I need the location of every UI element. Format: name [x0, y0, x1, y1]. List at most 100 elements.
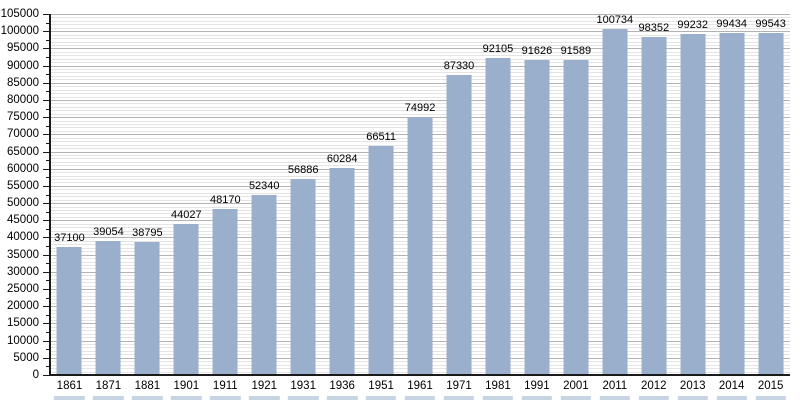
x-axis-label-1981: 1981	[485, 380, 511, 392]
bottom-strip-fill	[288, 396, 319, 400]
y-axis-major-tick	[43, 237, 50, 239]
bar-1951	[368, 146, 394, 375]
y-axis-minor-tick	[46, 22, 50, 24]
bar-slot-1911: 48170	[206, 14, 245, 375]
y-axis-major-tick	[43, 151, 50, 153]
bottom-strip-fill	[54, 396, 85, 400]
y-axis-major-tick	[43, 254, 50, 256]
y-axis-minor-tick	[46, 263, 50, 265]
x-axis-label-1936: 1936	[329, 380, 355, 392]
bottom-strip-segment	[634, 396, 673, 400]
major-gridline	[50, 82, 790, 84]
bar-1871	[95, 240, 121, 375]
x-axis-label-2012: 2012	[640, 380, 667, 392]
bar-1991	[524, 59, 550, 375]
bottom-strip-segment	[206, 396, 245, 400]
x-axis-label-1901: 1901	[173, 380, 200, 392]
bar-slot-1961: 74992	[401, 14, 440, 375]
y-axis-minor-tick	[46, 332, 50, 334]
minor-gridline	[50, 24, 790, 26]
y-axis-major-tick	[43, 289, 50, 291]
bar-1861	[57, 247, 82, 375]
minor-gridline	[50, 72, 790, 74]
y-axis-tick-label: 105000	[0, 8, 39, 20]
bar-slot-2013: 99232	[673, 14, 712, 375]
bottom-strip-fill	[249, 396, 280, 400]
y-axis-major-tick	[43, 375, 50, 376]
y-axis-tick-label: 5000	[13, 351, 39, 364]
x-axis-label-1931: 1931	[290, 380, 316, 392]
x-axis-label-2001: 2001	[563, 380, 589, 392]
bar-slot-1971: 87330	[440, 14, 479, 375]
bar-1931	[290, 179, 316, 375]
y-axis-major-tick	[43, 185, 50, 187]
y-axis-tick-label: 10000	[7, 334, 39, 347]
bar-value-label: 100734	[596, 13, 634, 26]
y-axis-minor-tick	[46, 194, 50, 196]
bar-value-label: 74992	[404, 102, 436, 115]
bottom-strip-fill	[326, 396, 358, 400]
x-axis-label-2013: 2013	[679, 380, 706, 392]
minor-gridline	[50, 58, 790, 60]
bar-value-label: 91589	[560, 45, 592, 58]
bottom-strip-fill	[560, 396, 592, 400]
bottom-strip-segment	[128, 396, 167, 400]
bar-value-label: 92105	[482, 43, 514, 56]
y-axis-major-tick	[43, 48, 50, 50]
bar-slot-1921: 52340	[245, 14, 284, 375]
bottom-strip-segment	[245, 396, 284, 400]
minor-gridline	[50, 34, 790, 36]
bars-layer: 37100 39054 38795 44027 48170 52340 56886 60284…	[50, 14, 790, 375]
bar-1936	[329, 167, 355, 375]
bar-1911	[212, 209, 238, 375]
y-axis-major-tick	[43, 323, 50, 325]
bar-value-label: 99434	[716, 18, 747, 31]
bottom-strip-segment	[401, 396, 440, 400]
y-axis-tick-label: 25000	[7, 283, 39, 296]
bottom-strip-fill	[210, 396, 241, 400]
bar-value-label: 56886	[287, 164, 319, 177]
bar-slot-1936: 60284	[323, 14, 362, 375]
y-axis-tick-label: 40000	[7, 231, 39, 244]
y-axis-minor-tick	[46, 297, 50, 299]
bar-slot-1991: 91626	[517, 14, 556, 375]
bar-value-label: 48170	[209, 194, 241, 207]
bar-value-label: 66511	[366, 131, 396, 144]
major-gridline	[50, 65, 790, 67]
y-axis-minor-tick	[46, 160, 50, 162]
bottom-strip-segment	[89, 396, 128, 400]
major-gridline	[50, 14, 790, 15]
y-axis-tick-label: 0	[32, 369, 39, 381]
minor-gridline	[50, 106, 790, 108]
x-axis-label-1961: 1961	[407, 380, 433, 392]
minor-gridline	[50, 62, 790, 64]
x-axis-label-2015: 2015	[757, 380, 784, 392]
minor-gridline	[50, 20, 790, 22]
bar-slot-1931: 56886	[284, 14, 323, 375]
y-axis-minor-tick	[46, 314, 50, 316]
bottom-strip-fill	[599, 396, 630, 400]
bar-value-label: 38795	[132, 226, 163, 239]
bottom-strip-segment	[478, 396, 517, 400]
y-axis-major-tick	[43, 14, 50, 15]
bottom-strip-segment	[167, 396, 206, 400]
y-axis-major-tick	[43, 357, 50, 359]
bar-slot-1871: 39054	[89, 14, 128, 375]
bar-1981	[485, 58, 511, 375]
minor-gridline	[50, 113, 790, 115]
y-axis-minor-tick	[46, 142, 50, 144]
major-gridline	[50, 31, 790, 33]
x-axis-labels: 1861 1871 1881 1901 1911 1921 1931 1936 1951 1961…	[50, 379, 790, 393]
bar-2001	[563, 60, 589, 375]
bar-slot-2011: 100734	[595, 14, 634, 375]
bar-value-label: 44027	[171, 208, 202, 221]
cropped-bottom-strip	[50, 396, 790, 400]
y-axis-major-tick	[43, 134, 50, 136]
y-axis-minor-tick	[46, 125, 50, 127]
bottom-strip-segment	[595, 396, 634, 400]
plot-area: 37100 39054 38795 44027 48170 52340 56886 60284…	[49, 14, 790, 376]
x-axis-label-1881: 1881	[134, 380, 161, 392]
y-axis-major-tick	[43, 271, 50, 273]
bottom-strip-segment	[517, 396, 556, 400]
y-axis-minor-tick	[46, 91, 50, 93]
